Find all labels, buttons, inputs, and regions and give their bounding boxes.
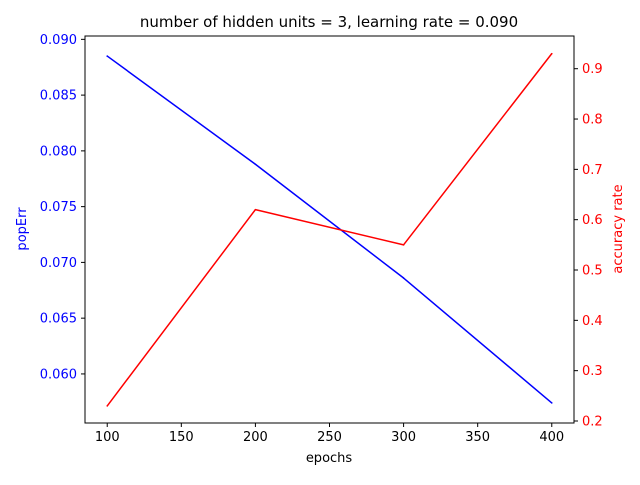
poperr-series-line (106, 55, 553, 404)
x-tick-label: 250 (317, 430, 342, 445)
accuracy-data-point (254, 208, 257, 211)
x-tick-label: 100 (95, 430, 120, 445)
right-tick-label: 0.3 (582, 364, 603, 379)
plot-area: 100 150 200 250 300 350 400 0.060 0.065 0.070 0.07… (40, 33, 603, 445)
left-tick-label: 0.075 (40, 200, 77, 215)
x-tick-label: 200 (243, 430, 268, 445)
x-tick-label: 150 (169, 430, 194, 445)
accuracy-series-line (106, 53, 553, 407)
right-tick-label: 0.2 (582, 414, 603, 429)
left-axis-label: popErr (15, 207, 30, 251)
poperr-data-point (254, 163, 257, 166)
poperr-data-point (106, 55, 109, 57)
accuracy-data-point (550, 52, 553, 55)
right-tick-label: 0.9 (582, 62, 603, 77)
left-tick-label: 0.065 (40, 312, 77, 327)
plot-frame (84, 35, 575, 424)
x-tick-label: 400 (539, 430, 564, 445)
left-tick-label: 0.070 (40, 256, 77, 271)
right-tick-label: 0.8 (582, 113, 603, 128)
left-tick-label: 0.060 (40, 367, 77, 382)
x-tick-label: 350 (465, 430, 490, 445)
right-tick-label: 0.7 (582, 163, 603, 178)
right-tick-label: 0.6 (582, 213, 603, 228)
left-tick-label: 0.080 (40, 144, 77, 159)
left-tick-label: 0.090 (40, 33, 77, 48)
x-tick-label: 300 (391, 430, 416, 445)
poperr-data-point (550, 402, 553, 404)
left-tick-label: 0.085 (40, 89, 77, 104)
accuracy-data-point (402, 244, 405, 246)
accuracy-data-point (106, 405, 109, 407)
right-axis-label: accuracy rate (611, 184, 626, 273)
poperr-data-point (402, 277, 405, 279)
right-tick-label: 0.4 (582, 314, 603, 329)
chart-title: number of hidden units = 3, learning rat… (140, 13, 518, 31)
right-tick-label: 0.5 (582, 264, 603, 279)
x-axis-label: epochs (306, 451, 353, 466)
